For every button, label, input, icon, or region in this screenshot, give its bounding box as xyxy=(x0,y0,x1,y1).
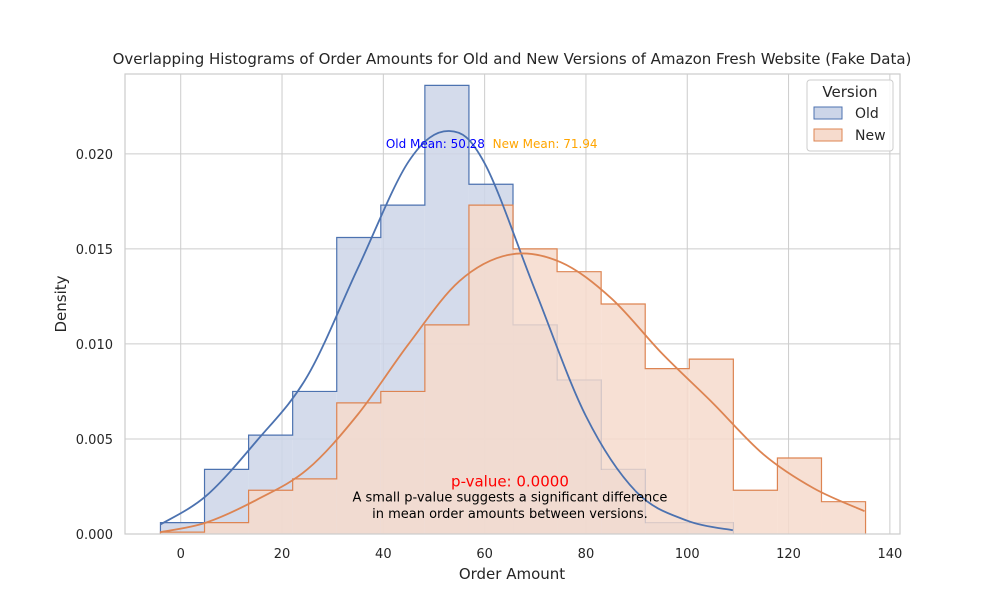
legend-label-new: New xyxy=(855,128,886,144)
bar-new-15 xyxy=(821,501,866,534)
p-value-label: p-value: 0.0000 xyxy=(451,472,569,490)
bar-new-13 xyxy=(733,490,778,534)
bar-new-5 xyxy=(380,391,425,534)
bar-new-10 xyxy=(601,304,646,534)
x-tick-label-2: 40 xyxy=(375,547,392,562)
bar-new-6 xyxy=(424,324,469,534)
chart-title: Overlapping Histograms of Order Amounts … xyxy=(113,50,912,68)
x-axis-label: Order Amount xyxy=(459,565,565,583)
bar-new-12 xyxy=(689,359,734,534)
legend-title: Version xyxy=(822,83,877,101)
bar-new-3 xyxy=(292,478,337,534)
x-tick-label-4: 80 xyxy=(578,547,595,562)
y-tick-label-2: 0.010 xyxy=(76,338,113,353)
y-tick-label-4: 0.020 xyxy=(76,148,113,163)
note-line-2: in mean order amounts between versions. xyxy=(372,507,648,522)
legend-swatch-old xyxy=(813,106,843,120)
bar-new-1 xyxy=(204,522,249,534)
x-tick-label-1: 20 xyxy=(274,547,291,562)
kde-line-old xyxy=(159,130,734,532)
bar-new-0 xyxy=(160,532,205,534)
kde-line-new xyxy=(160,252,865,533)
bar-new-2 xyxy=(248,490,293,534)
y-axis-label: Density xyxy=(52,275,70,332)
x-tick-label-5: 100 xyxy=(675,547,700,562)
legend: Version Old New xyxy=(806,79,894,152)
note-line-1: A small p-value suggests a significant d… xyxy=(352,491,667,506)
x-tick-label-0: 0 xyxy=(177,547,185,562)
x-tick-label-6: 120 xyxy=(776,547,801,562)
old-mean-label: Old Mean: 50.28 xyxy=(386,137,485,151)
bar-new-11 xyxy=(645,368,690,534)
new-mean-label: New Mean: 71.94 xyxy=(493,137,598,151)
histogram-bars xyxy=(159,84,867,535)
legend-swatch-new xyxy=(813,128,843,142)
y-tick-label-0: 0.000 xyxy=(76,528,113,543)
bar-new-8 xyxy=(513,248,558,534)
x-axis-ticks: 0 20 40 60 80 100 120 140 xyxy=(177,547,903,562)
y-tick-label-3: 0.015 xyxy=(76,243,113,258)
kde-curves xyxy=(159,130,865,533)
x-tick-label-3: 60 xyxy=(476,547,493,562)
y-tick-label-1: 0.005 xyxy=(76,433,113,448)
annotations: Old Mean: 50.28 New Mean: 71.94 p-value: 0… xyxy=(352,137,667,522)
plot-frame xyxy=(124,73,901,535)
x-tick-label-7: 140 xyxy=(877,547,902,562)
legend-label-old: Old xyxy=(855,106,879,122)
step-outline-new xyxy=(159,204,867,534)
y-axis-ticks: 0.000 0.005 0.010 0.015 0.020 xyxy=(76,148,113,543)
bar-new-4 xyxy=(336,402,381,534)
